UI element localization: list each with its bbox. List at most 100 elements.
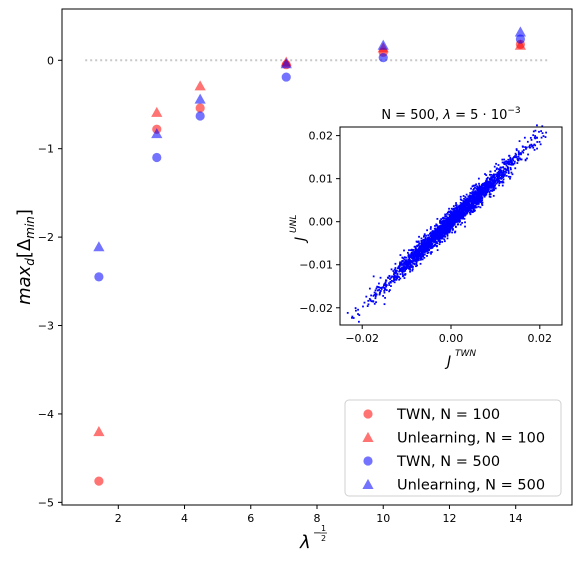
inset-point: [445, 224, 448, 226]
inset-data-points: [346, 124, 548, 323]
inset-point: [464, 204, 467, 207]
inset-point: [412, 259, 414, 262]
inset-point: [511, 161, 513, 164]
inset-point: [505, 171, 508, 174]
inset-point: [475, 187, 478, 190]
inset-point: [409, 268, 412, 271]
inset-point: [388, 284, 391, 286]
inset-point: [499, 166, 502, 169]
inset-point: [484, 194, 487, 197]
inset-point: [384, 296, 386, 299]
inset-point: [414, 258, 416, 261]
inset-point: [534, 137, 537, 140]
inset-point: [492, 188, 494, 191]
inset-point: [439, 235, 442, 238]
inset-point: [417, 244, 420, 247]
inset-point: [452, 223, 454, 226]
inset-point: [466, 211, 469, 214]
inset-point: [539, 143, 542, 146]
inset-point: [449, 225, 452, 228]
inset-point: [485, 190, 487, 193]
inset-point: [367, 299, 370, 302]
inset-point: [449, 226, 452, 229]
triangle-marker-series-3: [93, 241, 105, 252]
inset-point: [435, 241, 438, 244]
inset-point: [383, 303, 386, 306]
inset-point: [489, 170, 492, 173]
inset-point: [454, 212, 457, 215]
inset-point: [451, 227, 454, 229]
inset-point: [452, 228, 454, 230]
inset-point: [468, 199, 471, 202]
inset-point: [536, 141, 539, 143]
inset-point: [392, 280, 395, 283]
inset-point: [478, 200, 480, 203]
inset-point: [392, 270, 395, 272]
inset-point: [448, 231, 451, 234]
inset-point: [433, 238, 436, 241]
inset-point: [493, 188, 496, 191]
inset-point: [418, 250, 421, 253]
inset-point: [532, 134, 535, 137]
inset-point: [505, 168, 508, 171]
inset-point: [485, 186, 488, 188]
inset-point: [402, 259, 404, 262]
inset-y-tick-label: 0.01: [309, 173, 334, 186]
inset-point: [426, 250, 429, 252]
inset-point: [383, 287, 386, 289]
inset-point: [408, 267, 411, 270]
inset-point: [509, 156, 512, 159]
inset-point: [435, 237, 438, 240]
inset-point: [510, 162, 513, 165]
inset-point: [358, 320, 360, 323]
inset-point: [425, 241, 428, 244]
inset-point: [493, 185, 496, 188]
inset-point: [423, 234, 426, 237]
inset-point: [526, 157, 528, 160]
inset-point: [517, 159, 520, 162]
inset-point: [465, 193, 468, 196]
inset-point: [417, 259, 420, 261]
inset-point: [454, 230, 457, 233]
inset-point: [532, 130, 535, 133]
inset-point: [438, 233, 441, 235]
inset-point: [482, 182, 484, 185]
inset-point: [434, 225, 436, 227]
inset-point: [420, 257, 423, 259]
inset-point: [499, 176, 502, 179]
inset-point: [403, 262, 406, 265]
inset-point: [488, 180, 491, 183]
inset-point: [490, 177, 493, 180]
inset-point: [403, 261, 406, 264]
inset-point: [378, 293, 381, 296]
inset-point: [426, 229, 428, 232]
inset-point: [454, 217, 457, 219]
inset-point: [414, 248, 417, 250]
inset-point: [424, 250, 427, 252]
inset-point: [456, 212, 459, 215]
inset-point: [484, 189, 487, 192]
svg-text:J: J: [293, 237, 309, 244]
inset-point: [442, 225, 445, 228]
inset-point: [475, 206, 477, 209]
inset-point: [469, 206, 471, 209]
inset-point: [476, 199, 479, 201]
inset-point: [420, 248, 422, 251]
inset-point: [538, 140, 541, 143]
inset-point: [429, 240, 432, 243]
inset-point: [444, 227, 447, 229]
inset-point: [502, 181, 505, 184]
inset-point: [525, 148, 527, 150]
y-tick-label: −1: [38, 143, 54, 156]
inset-y-tick-label: 0.02: [309, 130, 334, 143]
inset-point: [470, 187, 472, 190]
inset-point: [518, 157, 521, 160]
inset-point: [389, 281, 392, 284]
x-tick-label: 14: [509, 512, 523, 525]
inset-point: [467, 195, 470, 198]
inset-point: [489, 180, 492, 183]
inset-point: [375, 301, 377, 304]
inset-point: [440, 220, 443, 223]
inset-point: [473, 198, 475, 200]
inset-point: [435, 223, 438, 226]
